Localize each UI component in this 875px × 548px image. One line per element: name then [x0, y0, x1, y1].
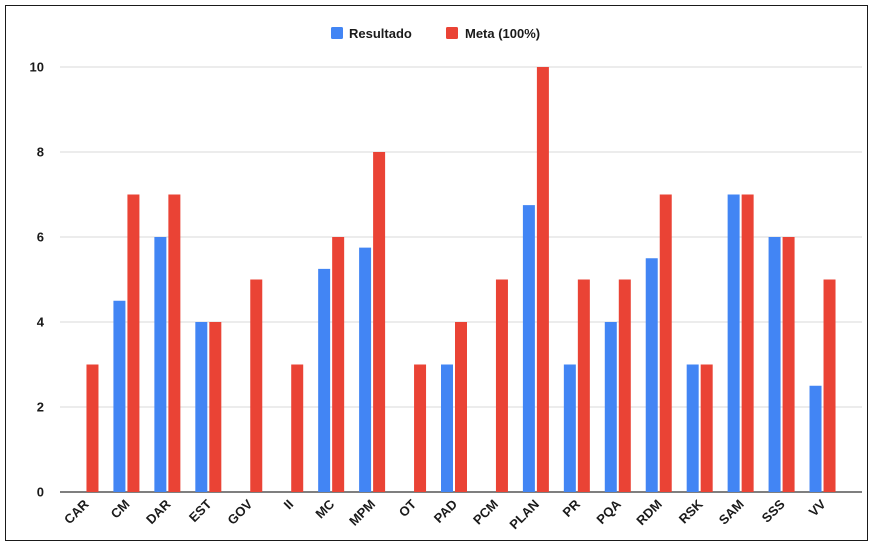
bar-meta-car	[86, 364, 99, 492]
x-tick-label: GOV	[224, 496, 255, 527]
x-tick-label: PCM	[470, 497, 501, 528]
x-tick-label: CAR	[61, 496, 92, 527]
x-tick-label: DAR	[143, 496, 174, 527]
x-tick-label: PAD	[431, 497, 460, 526]
bar-meta-sam	[741, 194, 754, 492]
bar-resultado-rsk	[686, 364, 699, 492]
bar-resultado-pr	[563, 364, 576, 492]
bar-resultado-vv	[809, 385, 822, 492]
y-axis-ticks: 0 2 4 6 8 10	[30, 60, 45, 500]
x-tick-label: II	[281, 497, 297, 513]
x-tick-label: OT	[396, 496, 419, 519]
bar-meta-ot	[414, 364, 427, 492]
bar-meta-cm	[127, 194, 140, 492]
bar-resultado-sam	[727, 194, 740, 492]
bar-meta-gov	[250, 279, 263, 492]
legend-swatch-meta	[446, 27, 458, 39]
bar-meta-sss	[782, 237, 795, 492]
bar-meta-rsk	[700, 364, 713, 492]
x-tick-label: MPM	[346, 497, 378, 529]
bar-resultado-plan	[522, 205, 535, 492]
bar-meta-mc	[332, 237, 345, 492]
bar-meta-pcm	[495, 279, 508, 492]
x-tick-label: PLAN	[506, 497, 542, 533]
bar-meta-dar	[168, 194, 181, 492]
x-tick-label: VV	[806, 496, 829, 519]
legend-label-resultado: Resultado	[349, 26, 412, 41]
bar-meta-ii	[291, 364, 304, 492]
y-tick-label: 0	[37, 485, 44, 500]
bar-resultado-mpm	[359, 247, 372, 492]
x-tick-label: SSS	[759, 496, 788, 525]
x-tick-label: EST	[186, 496, 215, 525]
bar-meta-est	[209, 322, 222, 492]
bar-resultado-sss	[768, 237, 781, 492]
y-tick-label: 2	[37, 400, 44, 415]
x-axis-ticks: CAR CM DAR EST GOV II MC MPM OT PAD PCM PLAN PR PQA RD…	[61, 496, 829, 532]
y-tick-label: 6	[37, 230, 44, 245]
legend-swatch-resultado	[331, 27, 343, 39]
x-tick-label: MC	[312, 496, 337, 521]
y-tick-label: 10	[30, 60, 44, 75]
x-tick-label: CM	[108, 497, 133, 522]
x-tick-label: RSK	[676, 496, 706, 526]
bar-resultado-dar	[154, 237, 167, 492]
bars-group	[86, 67, 836, 492]
bar-meta-plan	[536, 67, 549, 492]
x-tick-label: RDM	[633, 497, 665, 529]
chart-frame	[5, 5, 868, 541]
bar-resultado-est	[195, 322, 208, 492]
bar-meta-mpm	[373, 152, 386, 492]
y-tick-label: 4	[37, 315, 45, 330]
bar-resultado-cm	[113, 300, 126, 492]
bar-meta-pqa	[618, 279, 631, 492]
x-tick-label: PR	[560, 496, 584, 520]
x-tick-label: SAM	[716, 497, 747, 528]
legend: Resultado Meta (100%)	[331, 26, 540, 41]
bar-resultado-pqa	[604, 322, 617, 492]
bar-meta-pr	[577, 279, 590, 492]
legend-label-meta: Meta (100%)	[465, 26, 540, 41]
bar-resultado-rdm	[645, 258, 658, 492]
x-tick-label: PQA	[593, 496, 624, 527]
bar-meta-vv	[823, 279, 836, 492]
y-tick-label: 8	[37, 145, 44, 160]
bar-meta-rdm	[659, 194, 672, 492]
bar-resultado-mc	[318, 268, 331, 492]
bar-meta-pad	[455, 322, 467, 492]
bar-resultado-pad	[441, 364, 453, 492]
